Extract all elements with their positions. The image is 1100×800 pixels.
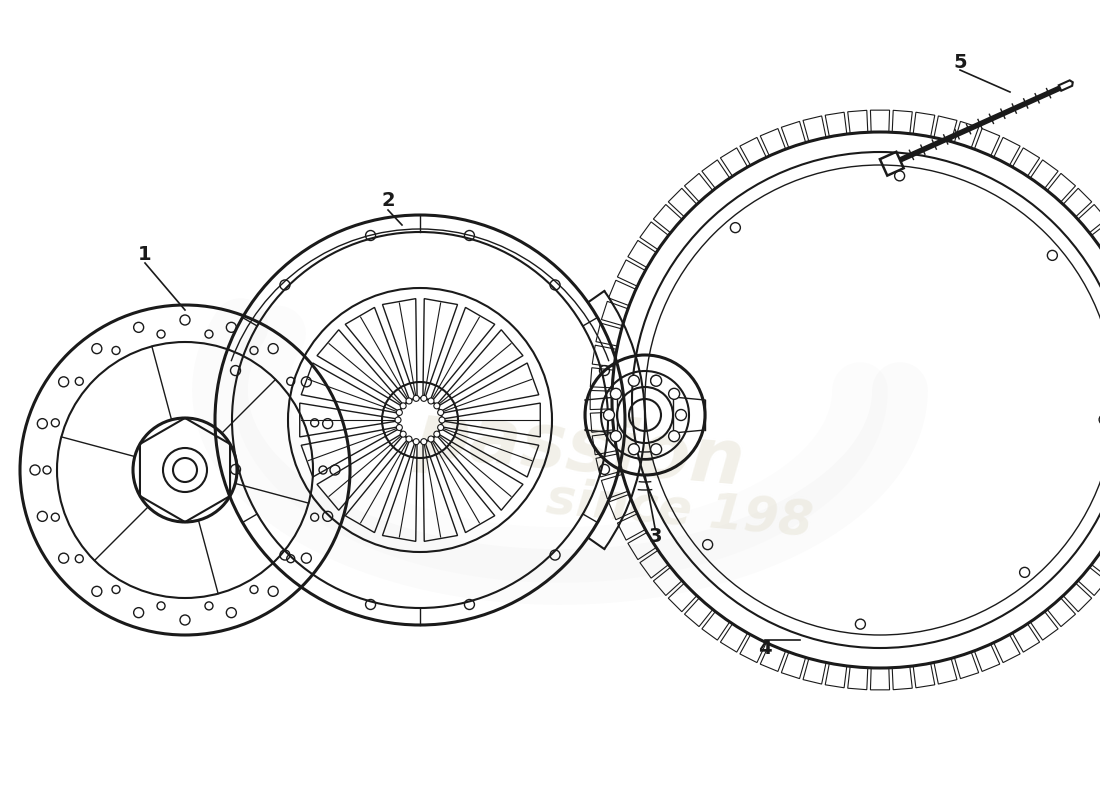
- Circle shape: [650, 375, 661, 386]
- Circle shape: [395, 417, 402, 423]
- Circle shape: [675, 410, 686, 421]
- Circle shape: [406, 398, 412, 404]
- Circle shape: [439, 417, 446, 423]
- Circle shape: [438, 425, 443, 430]
- Circle shape: [669, 430, 680, 442]
- Circle shape: [433, 431, 440, 437]
- Circle shape: [414, 395, 419, 402]
- Circle shape: [396, 425, 403, 430]
- Circle shape: [400, 403, 406, 409]
- Circle shape: [421, 438, 427, 445]
- Text: passion: passion: [412, 398, 748, 502]
- Text: since 198: since 198: [544, 474, 815, 546]
- Circle shape: [610, 388, 621, 399]
- Circle shape: [650, 444, 661, 454]
- Circle shape: [414, 438, 419, 445]
- Circle shape: [628, 444, 639, 454]
- Text: 4: 4: [758, 638, 772, 658]
- Circle shape: [628, 375, 639, 386]
- Circle shape: [669, 388, 680, 399]
- Circle shape: [610, 430, 621, 442]
- Circle shape: [428, 398, 435, 404]
- Circle shape: [428, 436, 435, 442]
- Text: 3: 3: [648, 526, 662, 546]
- Circle shape: [421, 395, 427, 402]
- Text: 2: 2: [382, 190, 395, 210]
- Circle shape: [406, 436, 412, 442]
- Text: 5: 5: [954, 53, 967, 71]
- Circle shape: [400, 431, 406, 437]
- Text: 1: 1: [139, 246, 152, 265]
- Circle shape: [433, 403, 440, 409]
- Circle shape: [438, 410, 443, 415]
- Circle shape: [396, 410, 403, 415]
- Circle shape: [604, 410, 615, 421]
